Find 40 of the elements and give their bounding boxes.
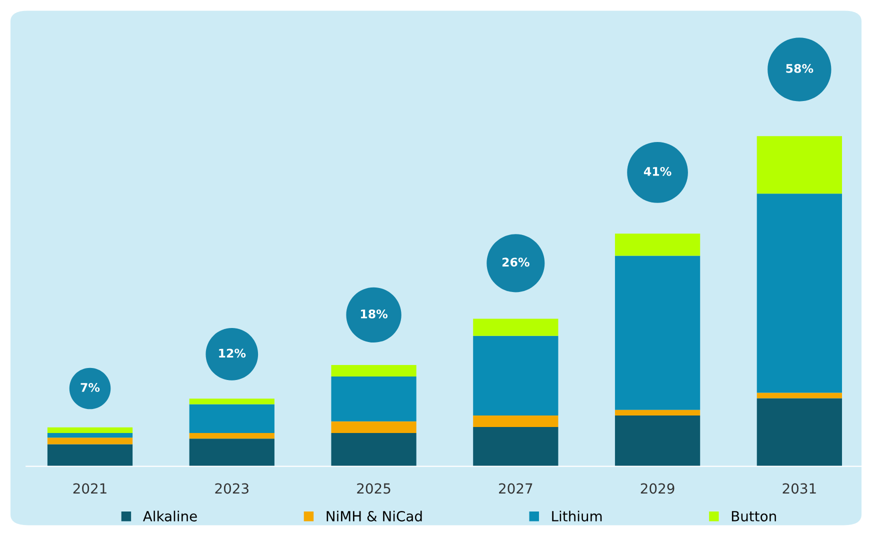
x-tick-label: 2021 — [73, 483, 106, 494]
annotation: 41% — [644, 166, 672, 176]
bar — [331, 421, 416, 433]
bar — [189, 432, 274, 439]
bar — [756, 398, 842, 466]
annotation: 26% — [502, 258, 530, 267]
bar — [331, 376, 416, 422]
annotation: 12% — [219, 348, 246, 358]
text: 58% — [786, 64, 814, 73]
bar — [614, 415, 700, 466]
legend-label: NiMH & NiCad — [326, 510, 422, 522]
bar — [331, 432, 416, 466]
bar — [189, 438, 274, 466]
bar — [473, 427, 558, 466]
bar — [614, 410, 700, 416]
legend-label: Button — [732, 511, 776, 522]
legend-label: Alkaline — [142, 510, 197, 522]
bar — [47, 432, 133, 438]
bar — [473, 415, 558, 428]
bar — [756, 392, 842, 398]
bar — [47, 427, 133, 433]
bar — [189, 398, 274, 404]
bar — [47, 438, 133, 444]
bar — [473, 318, 558, 336]
x-tick-label: 2023 — [215, 483, 248, 494]
bar — [189, 404, 274, 433]
bar — [47, 444, 133, 466]
bar — [614, 256, 700, 410]
legend-label: Lithium — [552, 510, 602, 522]
x-tick-label: 2031 — [782, 483, 816, 494]
bar — [473, 336, 558, 416]
bar — [331, 364, 416, 377]
x-tick-label: 2029 — [640, 483, 674, 494]
bar — [756, 194, 842, 393]
bar — [614, 234, 700, 256]
x-tick-label: 2025 — [357, 483, 390, 494]
bar — [756, 136, 842, 194]
x-tick-label: 2027 — [499, 483, 532, 494]
annotation: 7% — [80, 382, 100, 392]
annotation: 18% — [360, 309, 388, 318]
